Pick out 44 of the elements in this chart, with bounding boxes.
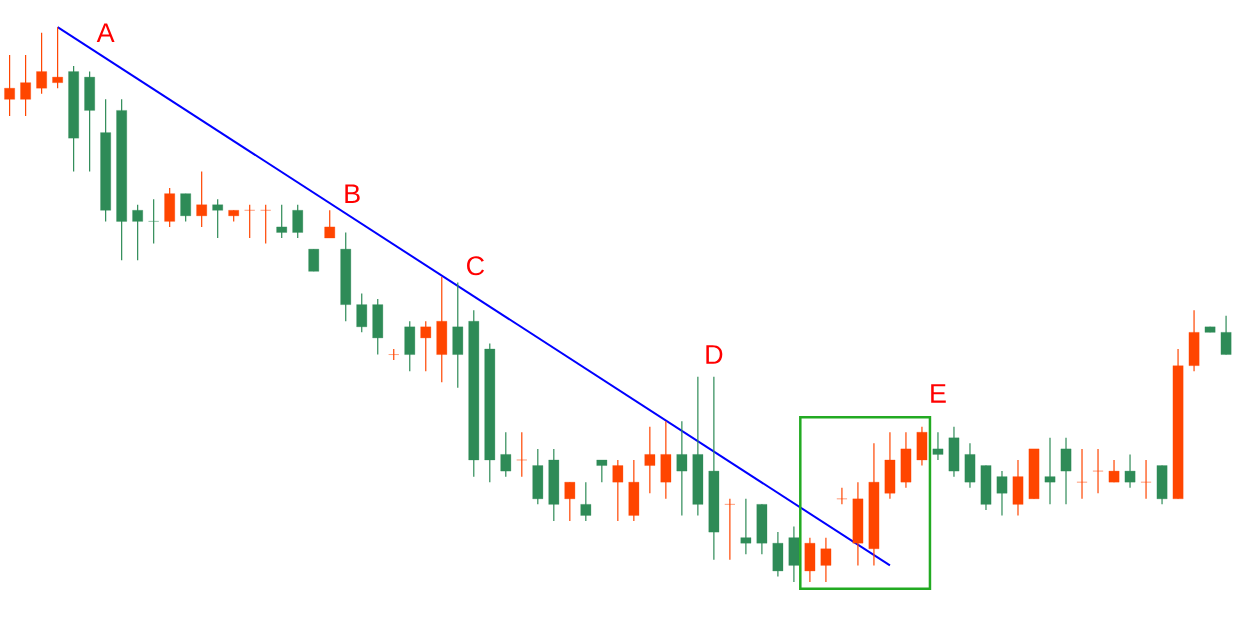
candlestick xyxy=(52,26,63,89)
candlestick xyxy=(1092,448,1104,494)
candlestick xyxy=(676,420,688,517)
candlestick xyxy=(740,498,752,555)
candlestick xyxy=(724,498,736,561)
candlestick xyxy=(244,204,255,239)
candlestick xyxy=(36,32,47,95)
candlestick xyxy=(308,248,319,272)
candlestick xyxy=(1044,437,1056,505)
candlestick xyxy=(1060,437,1072,505)
candlestick xyxy=(196,170,207,228)
candlestick xyxy=(1220,315,1232,356)
candlestick xyxy=(596,459,608,483)
candlestick xyxy=(356,292,368,333)
candlestick xyxy=(580,481,592,522)
annotation: C xyxy=(467,256,485,276)
annotation: B xyxy=(345,184,360,203)
candlestick xyxy=(1076,448,1088,500)
candlestick xyxy=(500,431,512,478)
candlestick xyxy=(212,198,223,239)
candlestick xyxy=(260,204,271,245)
candlestick xyxy=(820,537,832,583)
annotation: D xyxy=(706,345,723,364)
candlestick xyxy=(644,426,656,494)
candlestick xyxy=(836,487,848,505)
candlestick xyxy=(1108,459,1120,483)
annotation: E xyxy=(931,384,946,403)
candlestick xyxy=(420,320,432,372)
candlestick xyxy=(1140,459,1152,500)
candlestick xyxy=(996,470,1008,517)
candlestick xyxy=(276,204,287,239)
candlestick xyxy=(148,198,159,245)
candlestick xyxy=(612,459,624,522)
candlestick xyxy=(324,209,335,239)
candlestick xyxy=(516,431,528,478)
annotation: A xyxy=(96,23,115,42)
candlestick xyxy=(564,481,576,522)
candlestick xyxy=(132,204,143,261)
candlestick xyxy=(20,54,31,117)
candlestick xyxy=(1124,453,1136,489)
candlestick xyxy=(932,431,944,461)
candlestick xyxy=(4,54,15,117)
candlestick xyxy=(180,193,191,222)
candlestick xyxy=(292,204,303,239)
